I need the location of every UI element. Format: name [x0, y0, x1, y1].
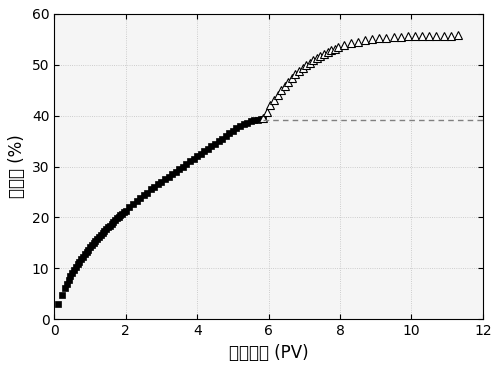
X-axis label: 注入体积 (PV): 注入体积 (PV) [229, 344, 308, 361]
Y-axis label: 采收率 (%): 采收率 (%) [8, 135, 26, 198]
